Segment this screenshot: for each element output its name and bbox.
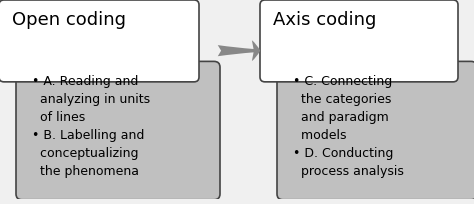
FancyBboxPatch shape bbox=[16, 61, 220, 200]
Text: Open coding: Open coding bbox=[12, 11, 126, 29]
FancyBboxPatch shape bbox=[260, 0, 458, 82]
FancyBboxPatch shape bbox=[0, 0, 199, 82]
Text: • C. Connecting
  the categories
  and paradigm
  models
• D. Conducting
  proce: • C. Connecting the categories and parad… bbox=[293, 75, 404, 178]
FancyBboxPatch shape bbox=[277, 61, 474, 200]
Text: • A. Reading and
  analyzing in units
  of lines
• B. Labelling and
  conceptual: • A. Reading and analyzing in units of l… bbox=[32, 75, 150, 178]
Text: Axis coding: Axis coding bbox=[273, 11, 376, 29]
